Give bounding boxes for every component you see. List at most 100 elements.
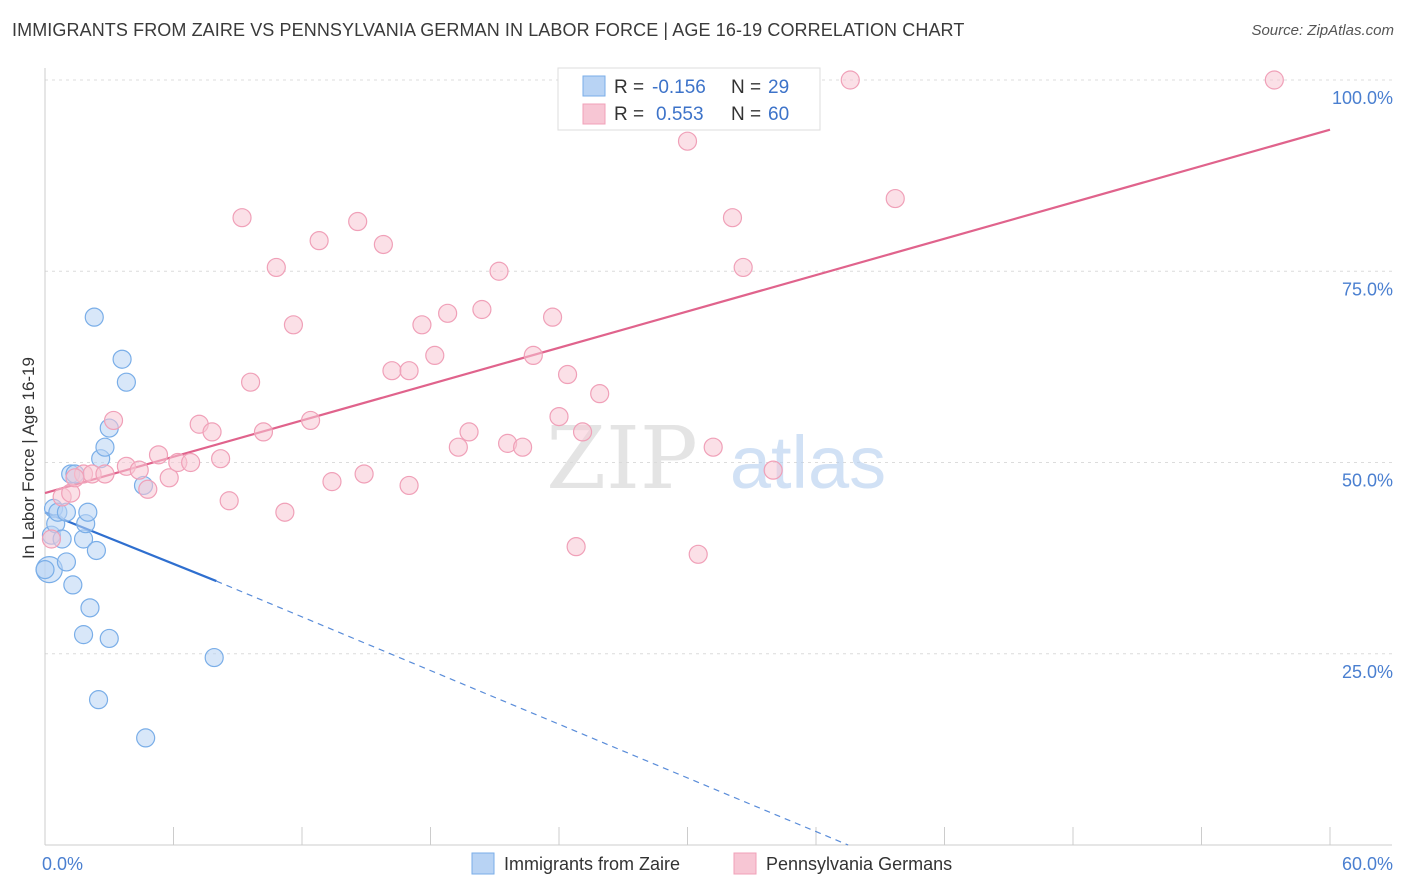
legend-r-label-penn: R =	[614, 104, 644, 125]
watermark-zip: ZIP	[546, 409, 698, 509]
data-points	[35, 70, 1284, 748]
point-s0-16	[84, 307, 104, 327]
legend-n-label-penn: N =	[731, 104, 761, 125]
chart-source: Source: ZipAtlas.com	[1251, 22, 1394, 39]
series-legend-label-zaire: Immigrants from Zaire	[504, 854, 680, 874]
series-legend-swatch-zaire	[471, 852, 495, 875]
point-s1-27	[348, 211, 368, 232]
point-s0-21	[99, 628, 119, 649]
point-s1-16	[211, 449, 231, 469]
point-s1-5	[95, 464, 115, 484]
point-s1-9	[138, 479, 158, 499]
point-s1-13	[181, 452, 201, 473]
y-axis-label: In Labor Force | Age 16-19	[19, 357, 38, 559]
y-tick-label-3: 100.0%	[1332, 88, 1393, 108]
legend-n-label-zaire: N =	[731, 77, 761, 98]
point-s1-17	[219, 491, 239, 511]
point-s1-42	[523, 345, 543, 365]
legend-swatch-zaire	[582, 75, 606, 97]
point-s1-24	[300, 410, 321, 431]
point-s1-44	[549, 407, 569, 427]
series-legend-label-penn: Pennsylvania Germans	[766, 854, 952, 874]
point-s0-26	[136, 728, 156, 748]
x-tick-label-1: 60.0%	[1342, 854, 1393, 874]
point-s0-23	[112, 349, 132, 369]
point-s1-23	[283, 315, 304, 335]
point-s0-9	[63, 575, 83, 595]
trend-line-0	[44, 511, 217, 583]
point-s1-26	[322, 472, 342, 492]
point-s1-58	[1264, 70, 1284, 90]
point-s1-35	[438, 303, 458, 323]
x-tick-label-0: 0.0%	[42, 854, 83, 874]
point-s0-14	[78, 502, 98, 522]
point-s1-59	[65, 468, 85, 488]
point-s1-55	[763, 460, 783, 480]
point-s1-0	[41, 529, 62, 549]
point-s0-17	[86, 540, 107, 561]
series-legend-swatch-penn	[733, 852, 757, 875]
chart-title: IMMIGRANTS FROM ZAIRE VS PENNSYLVANIA GE…	[12, 20, 965, 40]
legend-n-value-penn: 60	[768, 104, 789, 125]
point-s0-18	[88, 690, 109, 710]
point-s1-53	[722, 208, 743, 228]
point-s1-39	[489, 261, 509, 281]
axes	[44, 68, 1392, 846]
point-s1-37	[459, 422, 479, 442]
point-s1-45	[557, 364, 578, 385]
point-s1-19	[241, 372, 261, 392]
point-s0-27	[204, 647, 224, 668]
legend-n-value-zaire: 29	[768, 77, 789, 98]
point-s1-47	[572, 422, 593, 442]
point-s1-46	[566, 537, 586, 557]
stats-legend: R = -0.156 N = 29 R = 0.553 N = 60	[557, 67, 821, 131]
point-s1-22	[275, 502, 295, 522]
grid-lines	[45, 79, 1392, 655]
legend-swatch-penn	[582, 103, 606, 125]
point-s0-6	[56, 552, 77, 572]
legend-r-value-penn: 0.553	[656, 104, 704, 125]
trend-line-ext-0	[216, 580, 849, 846]
point-s1-41	[512, 437, 533, 457]
point-s1-6	[103, 410, 124, 431]
y-tick-label-1: 50.0%	[1342, 471, 1393, 491]
point-s1-43	[542, 307, 563, 327]
point-s1-38	[472, 299, 492, 320]
watermark: ZIP atlas	[546, 409, 886, 509]
point-s1-56	[840, 70, 860, 90]
point-s1-32	[399, 361, 419, 381]
point-s1-8	[129, 460, 149, 480]
point-s1-11	[159, 468, 179, 488]
legend-r-label-zaire: R =	[614, 77, 644, 98]
point-s1-18	[232, 208, 252, 228]
point-s0-11	[73, 625, 94, 645]
point-s0-15	[80, 598, 100, 618]
point-s1-20	[253, 422, 274, 442]
watermark-atlas: atlas	[730, 421, 886, 504]
point-s1-29	[373, 234, 393, 255]
legend-r-value-zaire: -0.156	[652, 77, 706, 98]
point-s1-34	[425, 345, 445, 365]
point-s1-31	[399, 475, 419, 496]
point-s1-51	[688, 544, 708, 564]
point-s0-28	[35, 559, 55, 580]
point-s1-10	[148, 445, 169, 465]
point-s1-21	[266, 257, 286, 278]
point-s1-25	[309, 231, 329, 251]
point-s1-50	[677, 131, 698, 151]
point-s0-24	[116, 372, 136, 392]
tick-labels: 25.0% 50.0% 75.0% 100.0% 0.0% 60.0%	[42, 88, 1393, 874]
point-s1-28	[354, 464, 374, 484]
series-legend: Immigrants from Zaire Pennsylvania Germa…	[471, 852, 952, 875]
point-s1-36	[448, 437, 468, 457]
point-s1-33	[412, 315, 432, 335]
point-s1-30	[382, 361, 402, 381]
point-s0-20	[95, 437, 115, 457]
point-s1-48	[590, 384, 610, 404]
point-s1-15	[202, 422, 222, 442]
y-tick-label-0: 25.0%	[1342, 662, 1393, 682]
point-s1-54	[733, 257, 753, 278]
point-s1-52	[703, 437, 723, 457]
point-s1-57	[885, 188, 905, 209]
